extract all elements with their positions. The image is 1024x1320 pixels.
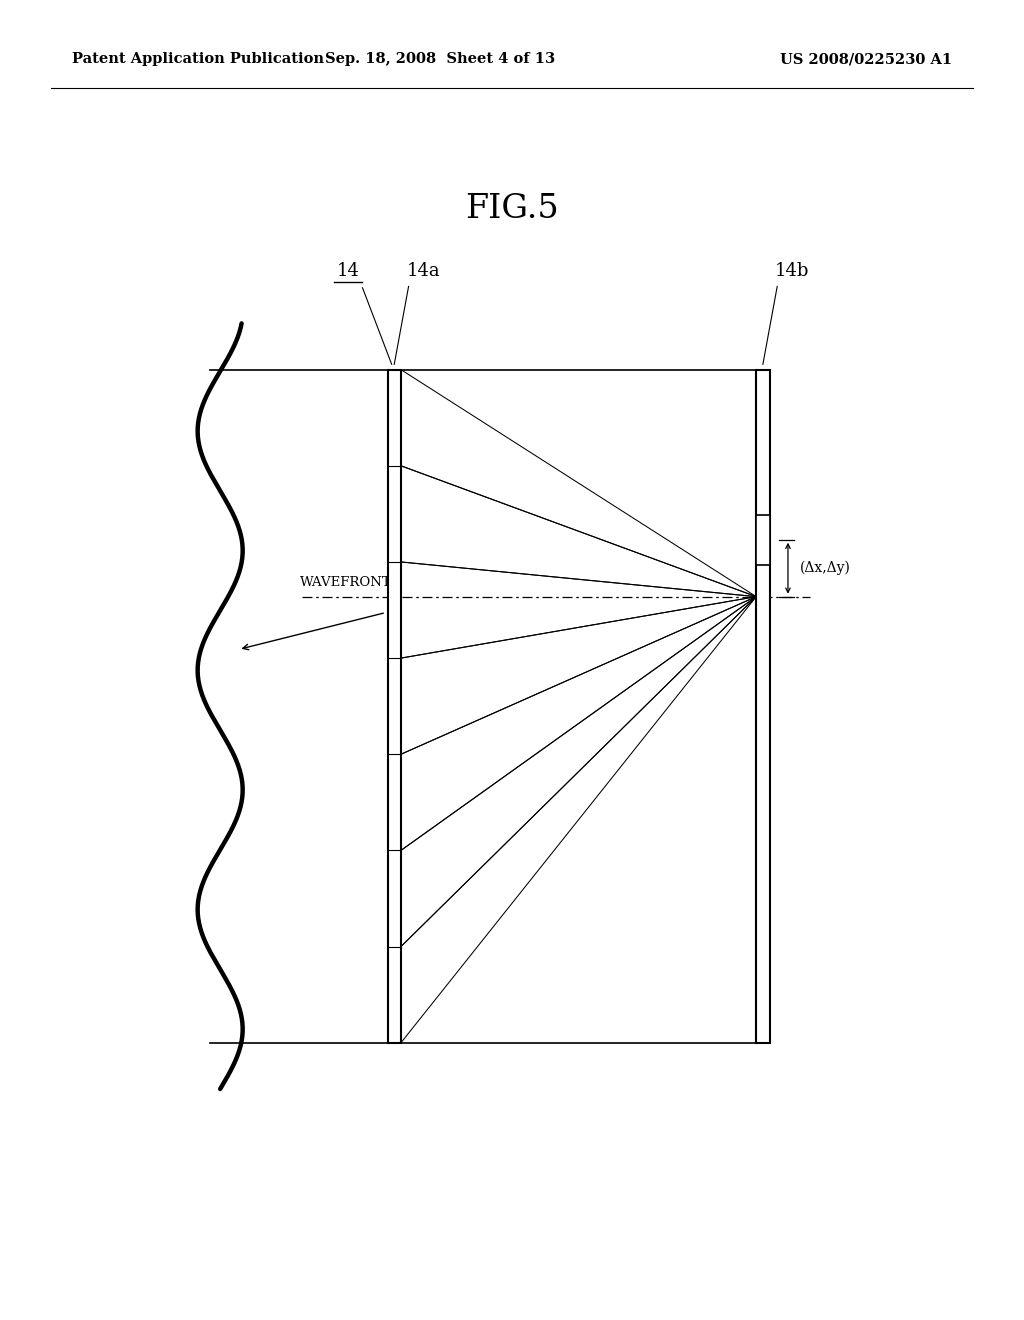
Text: Sep. 18, 2008  Sheet 4 of 13: Sep. 18, 2008 Sheet 4 of 13 (326, 53, 555, 66)
Bar (756, 515, 770, 565)
Text: US 2008/0225230 A1: US 2008/0225230 A1 (780, 53, 952, 66)
Text: 14b: 14b (775, 261, 810, 280)
Text: (Δx,Δy): (Δx,Δy) (801, 561, 851, 576)
Text: 14: 14 (337, 261, 359, 280)
Bar (756, 370, 770, 1043)
Text: WAVEFRONT: WAVEFRONT (300, 576, 391, 589)
Text: Patent Application Publication: Patent Application Publication (72, 53, 324, 66)
Bar (387, 370, 401, 1043)
Text: 14a: 14a (407, 261, 440, 280)
Text: FIG.5: FIG.5 (465, 193, 559, 224)
